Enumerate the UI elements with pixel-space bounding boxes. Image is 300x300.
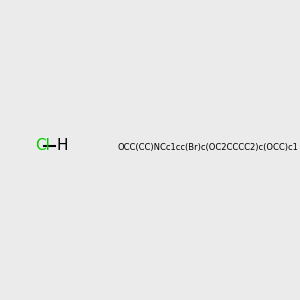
Text: OCC(CC)NCc1cc(Br)c(OC2CCCC2)c(OCC)c1: OCC(CC)NCc1cc(Br)c(OC2CCCC2)c(OCC)c1 <box>118 143 298 152</box>
Text: Cl: Cl <box>35 138 50 153</box>
Text: H: H <box>56 138 68 153</box>
